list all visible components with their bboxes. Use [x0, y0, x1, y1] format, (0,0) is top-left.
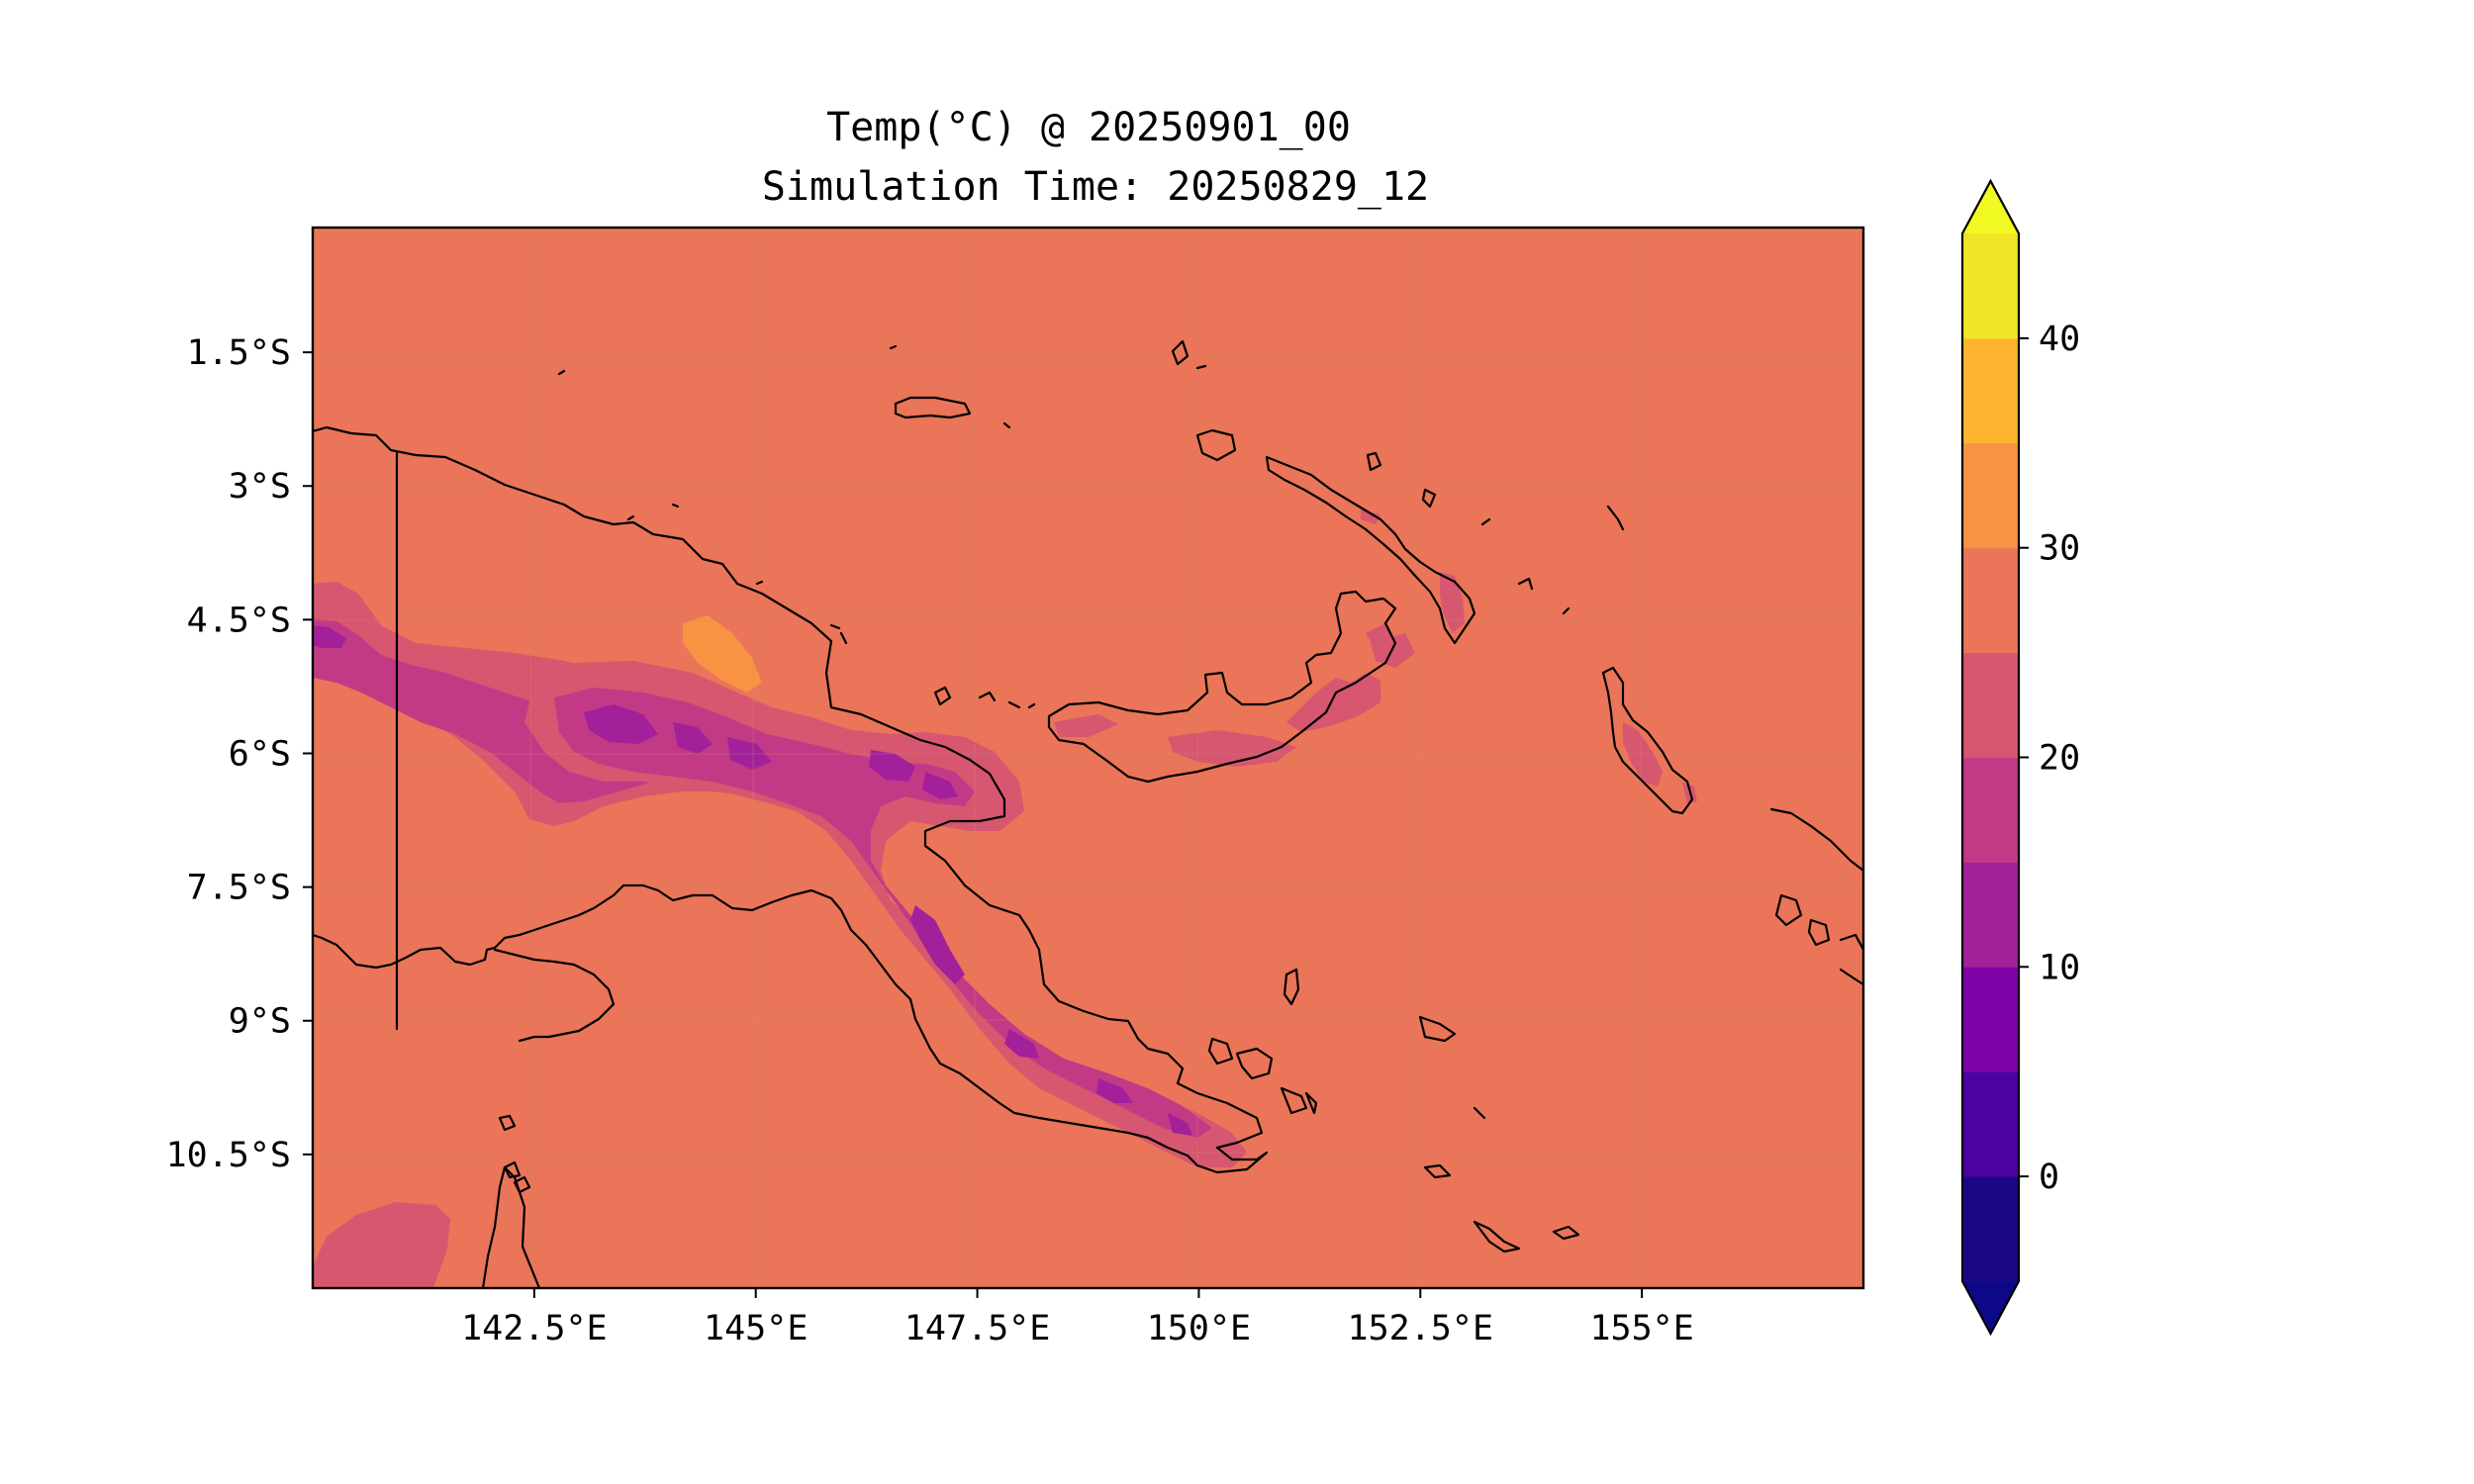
x-tick-label: 147.5°E — [904, 1309, 1051, 1348]
colorbar-band — [1962, 233, 2019, 339]
y-tick-label: 1.5°S — [187, 333, 291, 373]
louisiade-islands-coast — [1207, 1015, 1580, 1253]
manus-island-coast — [894, 396, 972, 419]
contour-region-bougainville — [1623, 722, 1697, 803]
contour-region-new-ireland — [1361, 510, 1465, 633]
solomon-islands-coast — [1769, 807, 1863, 986]
map-gridlines — [313, 228, 1863, 1288]
contour-fills — [313, 510, 1697, 1288]
colorbar-tick-label: 0 — [2039, 1158, 2059, 1197]
map-title: Temp(°C) @ 20250901_00 — [826, 105, 1351, 150]
new-guinea-coastline — [313, 425, 1269, 1174]
colorbar-band — [1962, 1071, 2019, 1177]
x-tick-label: 145°E — [704, 1309, 808, 1348]
coastlines — [313, 339, 1863, 1288]
x-tick-label: 150°E — [1147, 1309, 1251, 1348]
x-tick-label: 155°E — [1589, 1309, 1693, 1348]
map-panel — [313, 228, 1863, 1288]
y-tick-label: 3°S — [229, 467, 291, 507]
gulf-coast-detail — [493, 948, 616, 1043]
colorbar-band — [1962, 442, 2019, 549]
colorbar-band — [1962, 547, 2019, 654]
contour-region-north-warm — [683, 615, 762, 693]
y-axis: 1.5°S 3°S 4.5°S 6°S 7.5°S 9°S 10.5°S — [166, 333, 313, 1175]
contour-region-new-britain — [1054, 623, 1415, 767]
x-tick-label: 152.5°E — [1348, 1309, 1494, 1348]
colorbar: 0 10 20 30 40 — [1960, 178, 2080, 1337]
y-tick-label: 6°S — [229, 734, 291, 774]
y-tick-label: 4.5°S — [187, 601, 291, 640]
torres-strait-islands — [498, 1114, 531, 1194]
colorbar-tick-label: 30 — [2039, 529, 2080, 569]
new-ireland-coast — [1265, 455, 1476, 645]
colorbar-extend-max — [1962, 181, 2019, 233]
colorbar-tick-label: 20 — [2039, 739, 2080, 779]
x-tick-label: 142.5°E — [461, 1309, 608, 1348]
colorbar-extend-min — [1962, 1281, 2019, 1334]
admiralty-small-islands — [889, 339, 1625, 615]
contour-region-southwest — [313, 1202, 450, 1288]
x-axis: 142.5°E 145°E 147.5°E 150°E 152.5°E 155°E — [461, 1288, 1694, 1348]
colorbar-tick-label: 40 — [2039, 320, 2080, 359]
new-britain-coast — [1047, 590, 1397, 784]
map-frame — [311, 226, 1865, 1290]
colorbar-band — [1962, 337, 2019, 444]
north-coast-small-islands — [557, 369, 1036, 709]
colorbar-band — [1962, 862, 2019, 968]
bougainville-coast — [1601, 666, 1694, 815]
colorbar-outline — [1960, 178, 2021, 1337]
colorbar-band — [1962, 757, 2019, 863]
colorbar-band — [1962, 652, 2019, 758]
d-entrecasteaux-islands — [1283, 968, 1300, 1006]
colorbar-tick-label: 10 — [2039, 948, 2080, 987]
colorbar-band — [1962, 967, 2019, 1072]
y-tick-label: 7.5°S — [187, 869, 291, 908]
y-tick-label: 10.5°S — [166, 1136, 291, 1175]
colorbar-band — [1962, 1176, 2019, 1282]
contour-region-central-highlands — [524, 661, 1247, 1167]
map-subtitle: Simulation Time: 20250829_12 — [762, 164, 1429, 210]
y-tick-label: 9°S — [229, 1002, 291, 1042]
